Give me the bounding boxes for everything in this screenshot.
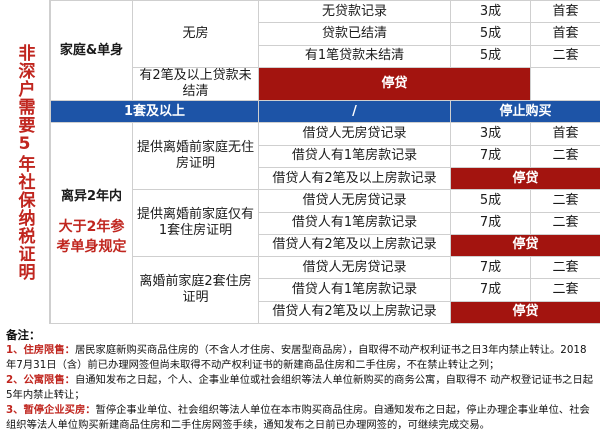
down-payment-cell: 7成 <box>450 144 531 169</box>
note-text: 居民家庭新购买商品住房的（不含人才住房、安居型商品房），自取得不动产权利证书之日… <box>6 344 587 371</box>
table-row: 有1笔贷款未结清 5成 二套 <box>51 44 600 68</box>
table-row: 借贷人有2笔及以上房款记录 停贷 <box>51 233 600 258</box>
down-payment-cell: 5成 <box>450 22 531 46</box>
condition-cell: 借贷人有1笔房款记录 <box>258 278 451 302</box>
note-label: 2、公寓限售： <box>6 374 75 386</box>
note-label: 3、暂停企业买房： <box>6 404 96 416</box>
group-label-divorced: 离异2年内 大于2年参考单身规定 <box>50 122 133 324</box>
condition-cell: 借贷人有2笔及以上房款记录 <box>258 233 451 258</box>
condition-cell: 有1笔贷款未结清 <box>258 44 451 68</box>
group-label-family-single: 家庭&单身 <box>50 0 133 102</box>
house-type-cell: 首套 <box>530 22 600 46</box>
sub-label: 提供离婚前家庭仅有1套住房证明 <box>132 189 259 258</box>
banner-stop-purchase: 停止购买 <box>450 100 600 124</box>
note-label: 1、住房限售： <box>6 344 75 356</box>
banner-row: 1套及以上 / 停止购买 <box>50 100 600 124</box>
table-row: 有2笔及以上贷款未结清 停贷 <box>51 66 600 102</box>
condition-cell: 借贷人无房贷记录 <box>258 189 451 213</box>
table-row: 借贷人有1笔房款记录 7成 二套 <box>51 211 600 235</box>
banner-one-or-more: 1套及以上 <box>50 100 259 124</box>
condition-cell: 借贷人有2笔及以上房款记录 <box>258 300 451 325</box>
house-type-cell: 二套 <box>530 44 600 68</box>
house-type-cell: 二套 <box>530 144 600 169</box>
condition-cell: 有2笔及以上贷款未结清 <box>132 66 259 102</box>
down-payment-cell: 5成 <box>450 44 531 68</box>
house-type-cell: 首套 <box>530 122 600 146</box>
table-row: 提供离婚前家庭仅有1套住房证明 借贷人无房贷记录 5成 二套 <box>51 189 600 258</box>
condition-cell: 贷款已结清 <box>258 22 451 46</box>
note-text: 自通知发布之日起，个人、企事业单位或社会组织等法人单位新购买的商务公寓，自取得不… <box>6 374 594 401</box>
condition-cell: 借贷人无房贷记录 <box>258 122 451 146</box>
banner-slash: / <box>258 100 451 124</box>
condition-cell: 借贷人有2笔及以上房款记录 <box>258 166 451 191</box>
table-row: 离异2年内 大于2年参考单身规定 提供离婚前家庭无住房证明 借贷人无房贷记录 3… <box>50 122 600 324</box>
table-row: 贷款已结清 5成 首套 <box>51 22 600 46</box>
condition-cell: 借贷人有1笔房款记录 <box>258 144 451 169</box>
house-type-cell: 二套 <box>530 211 600 235</box>
down-payment-cell: 5成 <box>450 189 531 213</box>
condition-cell: 借贷人有1笔房款记录 <box>258 211 451 235</box>
condition-cell: 借贷人无房贷记录 <box>258 256 451 280</box>
down-payment-cell: 7成 <box>450 256 531 280</box>
divorced-note: 大于2年参考单身规定 <box>56 219 127 256</box>
note-item: 1、住房限售：居民家庭新购买商品住房的（不含人才住房、安居型商品房），自取得不动… <box>6 343 594 373</box>
down-payment-cell: 3成 <box>450 0 531 24</box>
sub-label-no-house: 无房 <box>132 0 259 68</box>
side-banner: 非深户需要5年社保纳税证明 <box>0 0 50 324</box>
table-row: 借贷人有2笔及以上房款记录 停贷 <box>51 166 600 191</box>
down-payment-cell: 7成 <box>450 211 531 235</box>
house-type-cell: 二套 <box>530 278 600 302</box>
down-payment-cell: 3成 <box>450 122 531 146</box>
notes-title: 备注： <box>6 328 41 342</box>
table-row: 家庭&单身 无房 无贷款记录 3成 首套 <box>50 0 600 102</box>
note-item: 2、公寓限售：自通知发布之日起，个人、企事业单位或社会组织等法人单位新购买的商务… <box>6 373 594 403</box>
side-banner-text: 非深户需要5年社保纳税证明 <box>14 43 35 281</box>
house-type-cell: 二套 <box>530 256 600 280</box>
stop-loan-badge: 停贷 <box>450 300 600 325</box>
condition-cell: 无贷款记录 <box>258 0 451 24</box>
table-row: 借贷人有2笔及以上房款记录 停贷 <box>51 300 600 325</box>
table-row: 离婚前家庭2套住房证明 借贷人无房贷记录 7成 二套 <box>51 256 600 324</box>
stop-loan-badge: 停贷 <box>450 166 600 191</box>
notes-section: 备注： 1、住房限售：居民家庭新购买商品住房的（不含人才住房、安居型商品房），自… <box>6 327 594 433</box>
house-type-cell: 二套 <box>530 189 600 213</box>
divorced-label: 离异2年内 <box>60 189 123 205</box>
stop-loan-badge: 停贷 <box>258 66 531 102</box>
sub-label: 提供离婚前家庭无住房证明 <box>132 122 259 191</box>
down-payment-cell: 7成 <box>450 278 531 302</box>
note-text: 暂停企事业单位、社会组织等法人单位在本市购买商品住房。自通知发布之日起，停止办理… <box>6 404 590 431</box>
policy-table: 家庭&单身 无房 无贷款记录 3成 首套 贷款已结清 5成 首套 有1笔贷款未结… <box>50 0 600 325</box>
note-item: 3、暂停企业买房：暂停企事业单位、社会组织等法人单位在本市购买商品住房。自通知发… <box>6 403 594 433</box>
stop-loan-badge: 停贷 <box>450 233 600 258</box>
house-type-cell: 首套 <box>530 0 600 24</box>
sub-label: 离婚前家庭2套住房证明 <box>132 256 259 324</box>
